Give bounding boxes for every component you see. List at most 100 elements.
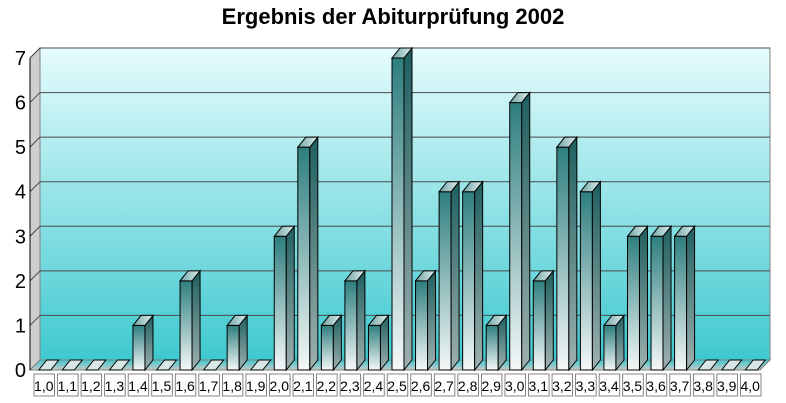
bar <box>673 224 696 372</box>
x-tick-box <box>33 373 55 397</box>
bar-side <box>521 91 531 372</box>
bar <box>744 359 767 371</box>
bar <box>37 359 60 371</box>
bars <box>37 46 767 372</box>
bar <box>390 46 414 372</box>
bar-front <box>462 191 476 371</box>
bar-top <box>37 359 60 371</box>
bar <box>555 135 578 372</box>
y-tick-label: 2 <box>15 271 26 293</box>
x-tick-label: 3,7 <box>670 378 690 394</box>
gridline-side <box>29 225 41 237</box>
bar-top <box>555 136 578 148</box>
x-tick-box <box>57 373 79 397</box>
bar-top <box>532 270 555 282</box>
x-tick-label: 2,5 <box>387 378 407 394</box>
bar <box>649 224 673 372</box>
bar-top <box>131 314 155 326</box>
x-tick-box <box>127 373 150 397</box>
bar-top <box>438 181 461 193</box>
y-tick-label: 7 <box>15 48 26 70</box>
y-tick-label: 3 <box>15 226 26 248</box>
bar-front <box>297 146 311 371</box>
x-tick-label: 3,9 <box>717 378 737 394</box>
bar <box>131 314 155 372</box>
bar-top <box>296 136 319 148</box>
bar-top <box>461 181 484 193</box>
bar-top <box>744 359 767 371</box>
x-tick-label: 1,5 <box>152 378 172 394</box>
y-tick-label: 6 <box>15 93 26 115</box>
bar-side <box>191 269 201 372</box>
x-tick-box <box>198 373 220 397</box>
x-tick-box <box>80 373 103 397</box>
bar-side <box>309 135 319 372</box>
y-tick-label: 0 <box>15 360 26 382</box>
bar-top <box>367 314 390 326</box>
bar-side <box>638 224 648 372</box>
bar-side <box>568 135 578 372</box>
x-tick-box <box>269 373 291 397</box>
bar-top <box>202 359 225 371</box>
bar-top <box>273 225 296 237</box>
x-tick-label: 1,2 <box>81 378 101 394</box>
x-tick-box <box>104 373 126 397</box>
bar <box>720 359 743 371</box>
gridline-side <box>29 181 41 193</box>
bar <box>343 269 366 372</box>
bar <box>626 224 649 372</box>
x-tick-box <box>339 373 362 397</box>
x-tick-box <box>151 373 173 397</box>
bar-front <box>179 280 193 371</box>
bar <box>202 359 225 371</box>
bar-top <box>108 359 131 371</box>
x-tick-box <box>716 373 738 397</box>
x-tick-label: 2,7 <box>434 378 454 394</box>
bar <box>296 135 319 372</box>
x-tick-label: 2,3 <box>340 378 360 394</box>
bar <box>532 269 555 372</box>
bar-side <box>285 224 295 372</box>
bar <box>61 359 84 371</box>
x-tick-label: 3,3 <box>576 378 596 394</box>
x-tick-box <box>504 373 526 397</box>
gridline-side <box>29 136 41 148</box>
bar-top <box>249 359 272 371</box>
bar <box>226 314 249 372</box>
bar <box>179 269 202 372</box>
x-tick-label: 3,8 <box>693 378 713 394</box>
x-tick-box <box>481 373 503 397</box>
bar-side <box>474 180 484 372</box>
x-tick-box <box>433 373 456 397</box>
bar-front <box>367 324 381 371</box>
x-tick-box <box>292 373 314 397</box>
bar-side <box>591 180 601 372</box>
x-tick-box <box>457 373 479 397</box>
x-tick-label: 2,0 <box>270 378 290 394</box>
x-tick-label: 1,1 <box>58 378 78 394</box>
bar-front <box>532 280 546 371</box>
x-tick-label: 1,7 <box>199 378 219 394</box>
gridline-side <box>29 315 41 326</box>
x-tick-label: 3,6 <box>646 378 666 394</box>
bar-top <box>697 359 720 371</box>
bar-front <box>556 146 570 371</box>
bar-front <box>626 235 640 371</box>
bar-top <box>179 270 202 282</box>
x-tick-label: 1,0 <box>34 378 54 394</box>
x-tick-label: 1,3 <box>105 378 125 394</box>
x-tick-box <box>575 373 597 397</box>
x-tick-box <box>316 373 338 397</box>
bar <box>249 359 272 371</box>
x-tick-box <box>692 373 715 397</box>
bar-front <box>438 191 452 371</box>
bar-front <box>579 191 593 371</box>
x-tick-label: 3,5 <box>623 378 643 394</box>
bar-front <box>344 280 358 371</box>
x-tick-box <box>598 373 621 397</box>
y-axis: 0 1 2 3 4 5 6 7 <box>15 48 31 382</box>
x-tick-label: 1,4 <box>128 378 148 394</box>
side-wall <box>29 46 41 372</box>
bar-front <box>485 324 499 371</box>
bar-top <box>508 92 531 104</box>
